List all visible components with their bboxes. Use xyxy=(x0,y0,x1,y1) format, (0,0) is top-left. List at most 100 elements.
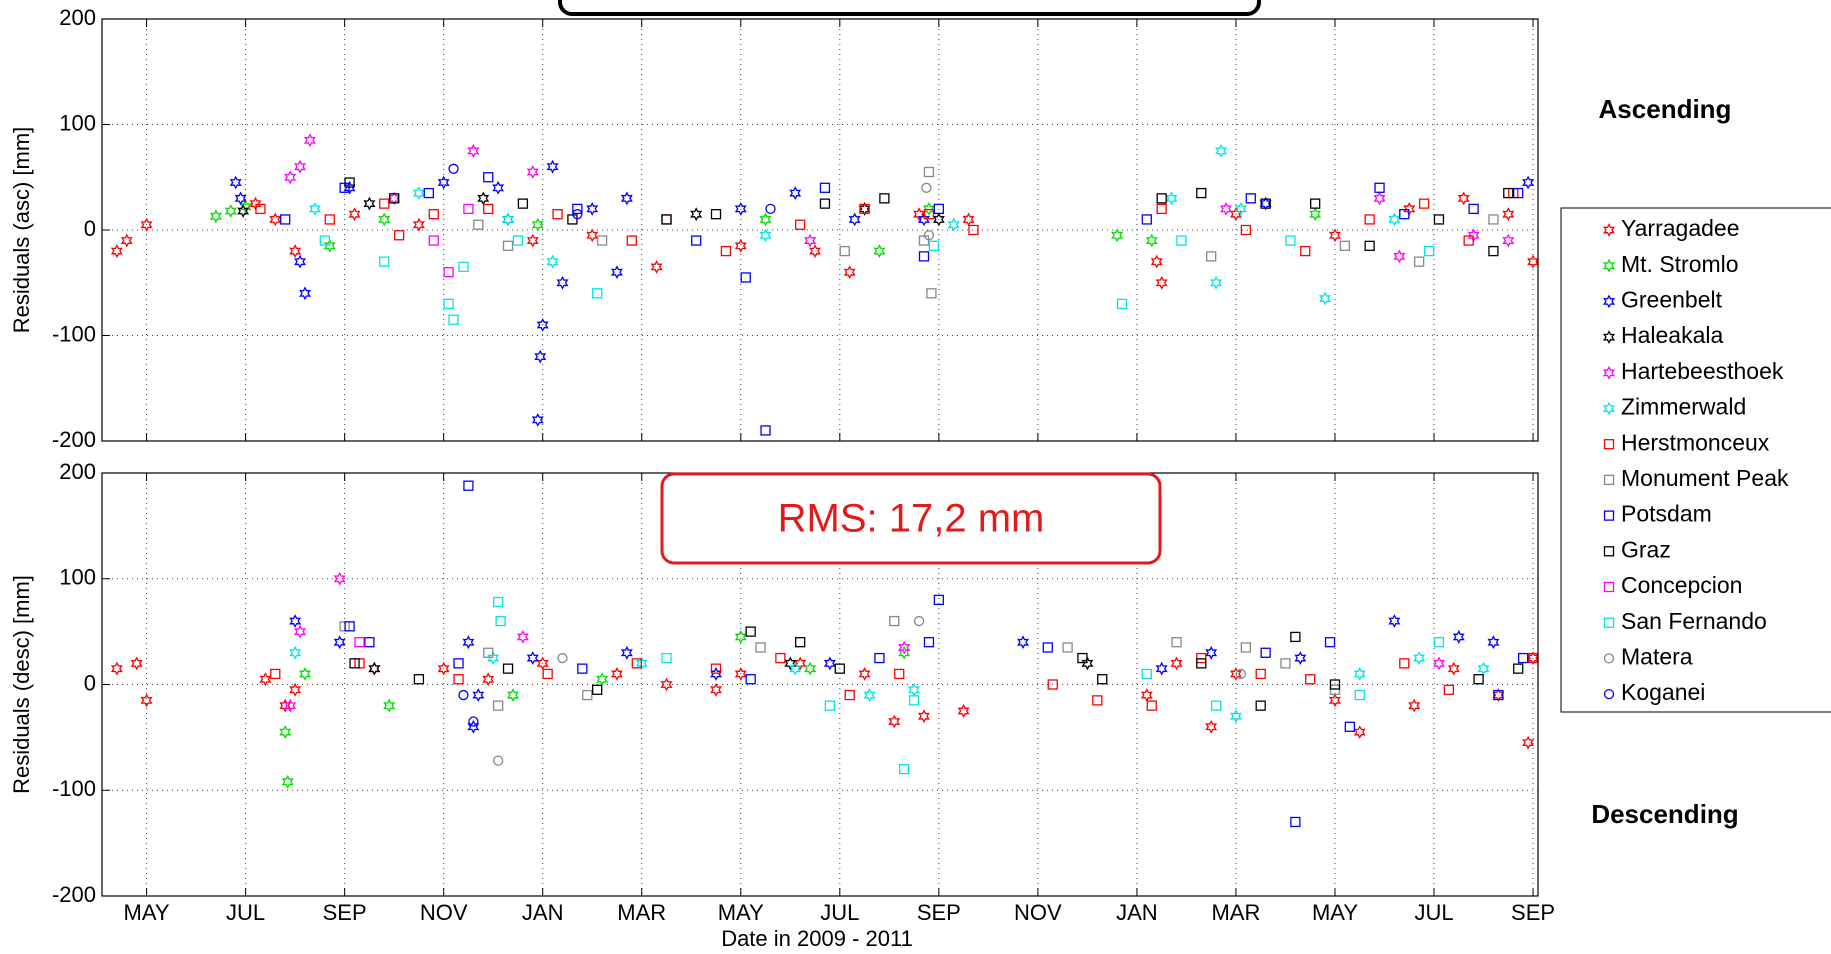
point xyxy=(483,203,494,215)
point xyxy=(834,663,845,674)
legend-label: Mt. Stromlo xyxy=(1621,251,1739,277)
point xyxy=(760,425,771,436)
point xyxy=(1433,637,1445,648)
legend-label: Hartebeesthoek xyxy=(1621,358,1784,384)
point xyxy=(823,656,836,671)
x-tick-label: JUL xyxy=(1414,900,1453,925)
point xyxy=(437,661,450,676)
x-tick-label: SEP xyxy=(917,900,961,925)
point xyxy=(1234,201,1247,216)
point xyxy=(546,159,559,174)
point xyxy=(1305,674,1316,685)
point xyxy=(237,204,250,218)
point xyxy=(110,244,123,258)
point xyxy=(1603,510,1615,521)
point xyxy=(1503,187,1514,199)
point xyxy=(926,288,937,299)
point xyxy=(691,235,702,246)
point xyxy=(844,689,855,701)
point xyxy=(289,645,302,660)
point xyxy=(734,238,747,253)
point xyxy=(1146,700,1157,711)
point xyxy=(1150,254,1163,269)
point xyxy=(349,658,360,669)
point xyxy=(1502,233,1515,248)
point xyxy=(492,180,505,195)
point xyxy=(745,626,756,637)
point xyxy=(531,413,544,427)
point xyxy=(443,298,454,310)
x-tick-label: MAY xyxy=(1312,900,1358,925)
point xyxy=(582,689,593,701)
point xyxy=(423,187,434,199)
side-label: Descending xyxy=(1591,799,1738,829)
point xyxy=(1339,240,1351,251)
legend-label: Koganei xyxy=(1621,679,1705,705)
point xyxy=(536,317,549,332)
point xyxy=(546,254,559,269)
point xyxy=(354,637,365,648)
point xyxy=(1602,365,1616,380)
point xyxy=(1205,645,1218,660)
point xyxy=(1141,668,1152,680)
point xyxy=(1413,651,1426,665)
point xyxy=(1205,719,1218,734)
point xyxy=(894,668,905,680)
point xyxy=(1220,202,1233,216)
point xyxy=(968,224,979,236)
y-tick-label: 100 xyxy=(59,565,96,590)
point xyxy=(710,663,722,674)
point xyxy=(1155,661,1168,676)
point xyxy=(1280,658,1291,669)
point xyxy=(775,652,786,664)
point xyxy=(908,695,920,706)
point xyxy=(1017,635,1030,650)
point xyxy=(413,674,425,685)
point xyxy=(448,314,459,325)
point xyxy=(661,652,672,664)
point xyxy=(526,651,539,666)
legend-label: Zimmerwald xyxy=(1621,394,1746,420)
point xyxy=(443,267,454,278)
point xyxy=(804,661,817,676)
point xyxy=(1487,635,1500,650)
legend-label: Yarragadee xyxy=(1621,215,1740,241)
point xyxy=(448,163,459,174)
point xyxy=(1081,656,1094,671)
point xyxy=(1354,689,1365,701)
point xyxy=(379,256,390,267)
point xyxy=(1319,291,1332,306)
point xyxy=(1468,203,1479,215)
point xyxy=(710,682,723,697)
point xyxy=(1423,245,1435,257)
point xyxy=(502,212,515,227)
point xyxy=(1603,653,1615,664)
point xyxy=(917,709,930,724)
point xyxy=(932,212,945,227)
point xyxy=(947,217,960,232)
title-box xyxy=(558,0,1261,16)
point xyxy=(557,652,568,664)
point xyxy=(389,193,400,204)
point xyxy=(299,666,312,681)
point xyxy=(1353,725,1366,739)
point xyxy=(1388,614,1401,628)
point xyxy=(234,191,247,206)
point xyxy=(280,214,291,225)
point xyxy=(1309,207,1322,222)
point xyxy=(1603,688,1615,700)
point xyxy=(1324,637,1336,648)
point xyxy=(1156,193,1167,204)
point xyxy=(858,666,871,681)
legend-label: Monument Peak xyxy=(1621,465,1789,491)
point xyxy=(1473,674,1484,685)
point xyxy=(1443,684,1455,695)
point xyxy=(378,212,391,227)
point xyxy=(1215,143,1228,158)
point xyxy=(1447,661,1460,676)
point xyxy=(383,698,396,713)
point xyxy=(1111,228,1124,243)
point xyxy=(921,182,932,193)
point xyxy=(1603,581,1615,593)
point xyxy=(542,668,553,680)
